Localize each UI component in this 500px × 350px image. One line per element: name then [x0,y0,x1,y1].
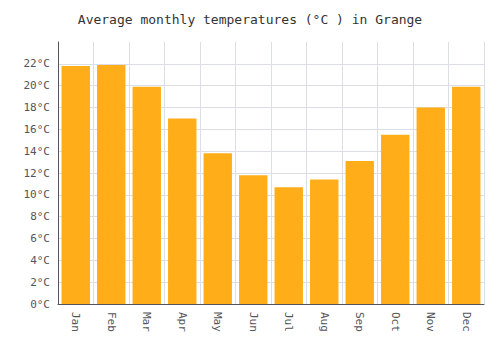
svg-text:Aug: Aug [318,312,331,332]
svg-text:6°C: 6°C [30,232,50,245]
svg-text:Mar: Mar [140,312,153,332]
svg-text:Sep: Sep [353,312,366,332]
svg-text:Nov: Nov [424,312,437,332]
svg-text:Average monthly temperatures (: Average monthly temperatures (°C ) in Gr… [78,12,423,27]
svg-text:12°C: 12°C [24,167,51,180]
svg-text:8°C: 8°C [30,210,50,223]
svg-text:4°C: 4°C [30,254,50,267]
svg-text:10°C: 10°C [24,188,51,201]
svg-text:Apr: Apr [176,312,189,332]
svg-text:20°C: 20°C [24,79,51,92]
svg-text:16°C: 16°C [24,123,51,136]
svg-text:0°C: 0°C [30,298,50,311]
svg-text:18°C: 18°C [24,101,51,114]
svg-text:Jun: Jun [247,312,260,332]
svg-text:2°C: 2°C [30,276,50,289]
svg-text:14°C: 14°C [24,145,51,158]
svg-text:Jul: Jul [282,312,295,332]
svg-text:Oct: Oct [389,312,402,332]
svg-text:22°C: 22°C [24,57,51,70]
svg-text:May: May [211,312,224,332]
svg-text:Feb: Feb [105,312,118,332]
svg-text:Dec: Dec [460,312,473,332]
svg-text:Jan: Jan [69,312,82,332]
